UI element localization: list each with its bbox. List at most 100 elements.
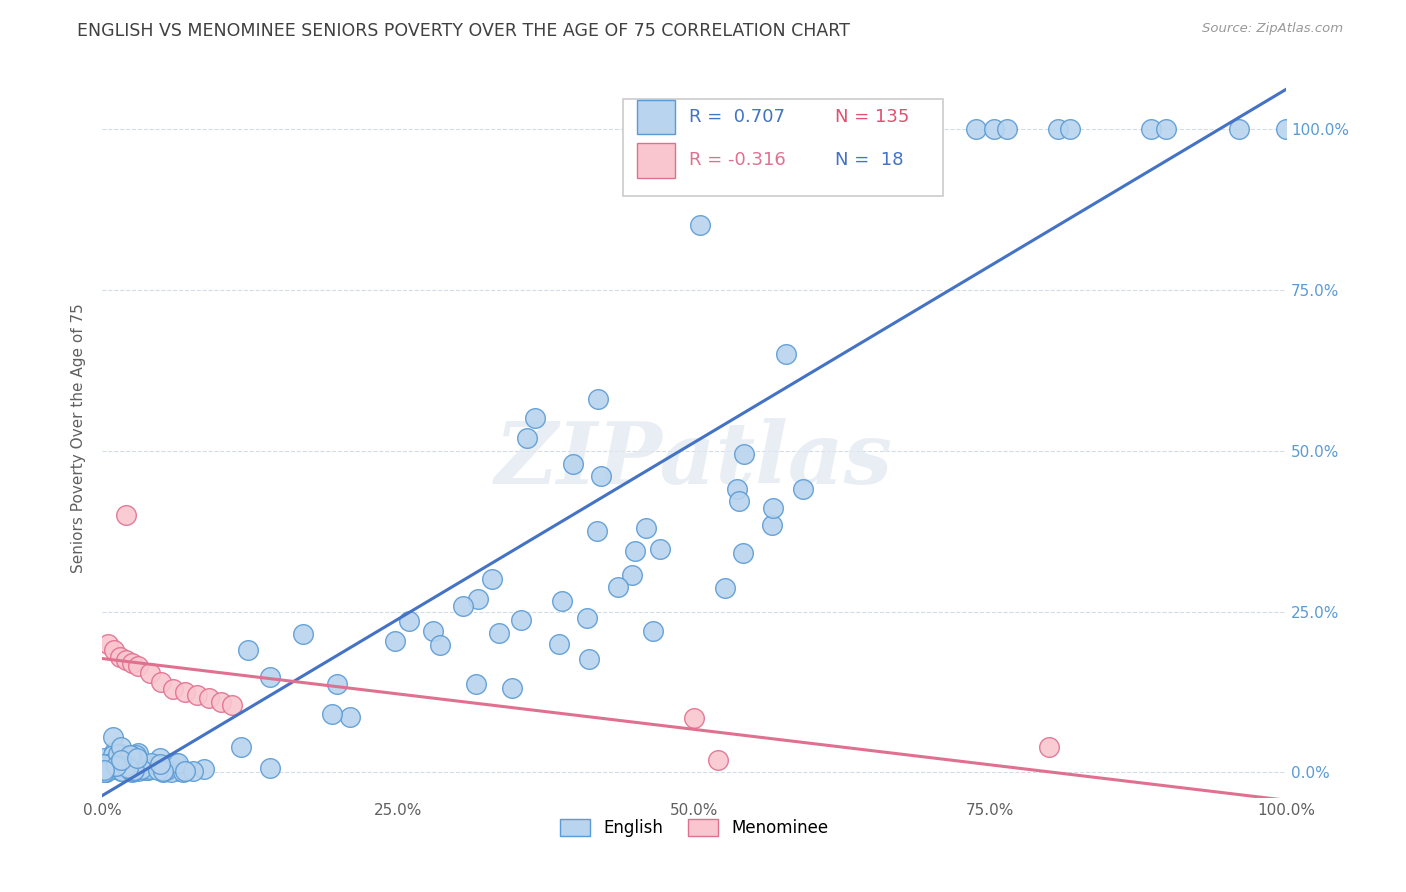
Point [186,688,208,702]
Point [115,754,138,768]
Point [127,754,149,768]
Point [125,747,148,762]
Point [1227,122,1250,136]
Point [112,764,135,778]
Point [103,755,125,769]
Point [117,762,139,776]
Point [725,483,748,497]
Point [876,122,898,136]
Point [150,675,173,690]
Point [104,761,127,775]
Text: ENGLISH VS MENOMINEE SENIORS POVERTY OVER THE AGE OF 75 CORRELATION CHART: ENGLISH VS MENOMINEE SENIORS POVERTY OVE… [77,22,851,40]
Point [523,411,546,425]
Point [115,653,138,667]
Point [578,652,600,666]
Point [134,756,156,771]
Point [107,759,129,773]
Point [689,219,711,233]
Point [138,764,160,778]
Point [145,758,167,772]
Text: R = -0.316: R = -0.316 [689,152,786,169]
Point [1059,122,1081,136]
Point [165,756,187,771]
Point [326,677,349,691]
Point [761,518,783,533]
Point [127,747,149,761]
Point [103,745,125,759]
Point [96,764,118,779]
Point [105,759,128,773]
Point [516,431,538,445]
Point [339,709,361,723]
Point [259,670,281,684]
Point [138,762,160,776]
Point [231,739,253,754]
Point [107,747,129,762]
Point [562,457,585,471]
Point [467,591,489,606]
Point [481,572,503,586]
Point [121,656,143,670]
Point [122,760,145,774]
Point [197,691,219,706]
Point [110,747,132,761]
Point [149,751,172,765]
Point [181,764,204,778]
Point [727,494,749,508]
Point [762,500,785,515]
Point [110,764,132,778]
Point [1038,739,1060,754]
Point [174,764,197,779]
Point [547,637,569,651]
Point [501,681,523,695]
Point [869,122,891,136]
Point [589,469,612,483]
Point [634,521,657,535]
Point [167,764,190,778]
Point [93,760,115,774]
Point [101,762,124,776]
Point [156,761,179,775]
Point [1154,122,1177,136]
Point [221,698,243,712]
Point [159,764,181,779]
Text: R =  0.707: R = 0.707 [689,108,786,126]
Point [714,581,737,595]
Point [107,757,129,772]
Bar [637,100,675,135]
Point [683,711,706,725]
Point [453,599,475,613]
Point [97,637,120,651]
Point [488,626,510,640]
Point [152,764,174,779]
Point [160,762,183,776]
Point [124,759,146,773]
Point [122,763,145,777]
Point [111,759,134,773]
Point [93,763,115,777]
Point [117,761,139,775]
Point [127,764,149,778]
Point [429,638,451,652]
Point [855,122,877,136]
Point [118,748,141,763]
Bar [637,143,675,178]
Point [93,765,115,780]
Point [731,546,754,560]
Point [115,508,138,522]
Point [155,763,177,777]
Point [103,748,125,763]
Text: N =  18: N = 18 [835,152,904,169]
Point [621,567,644,582]
Point [122,764,145,778]
Point [172,763,194,777]
Point [121,749,143,764]
Point [624,544,647,558]
Point [167,756,190,771]
Point [93,760,115,774]
Legend: English, Menominee: English, Menominee [553,813,835,844]
Point [129,762,152,776]
Point [97,759,120,773]
Point [108,649,131,664]
Point [321,707,343,722]
